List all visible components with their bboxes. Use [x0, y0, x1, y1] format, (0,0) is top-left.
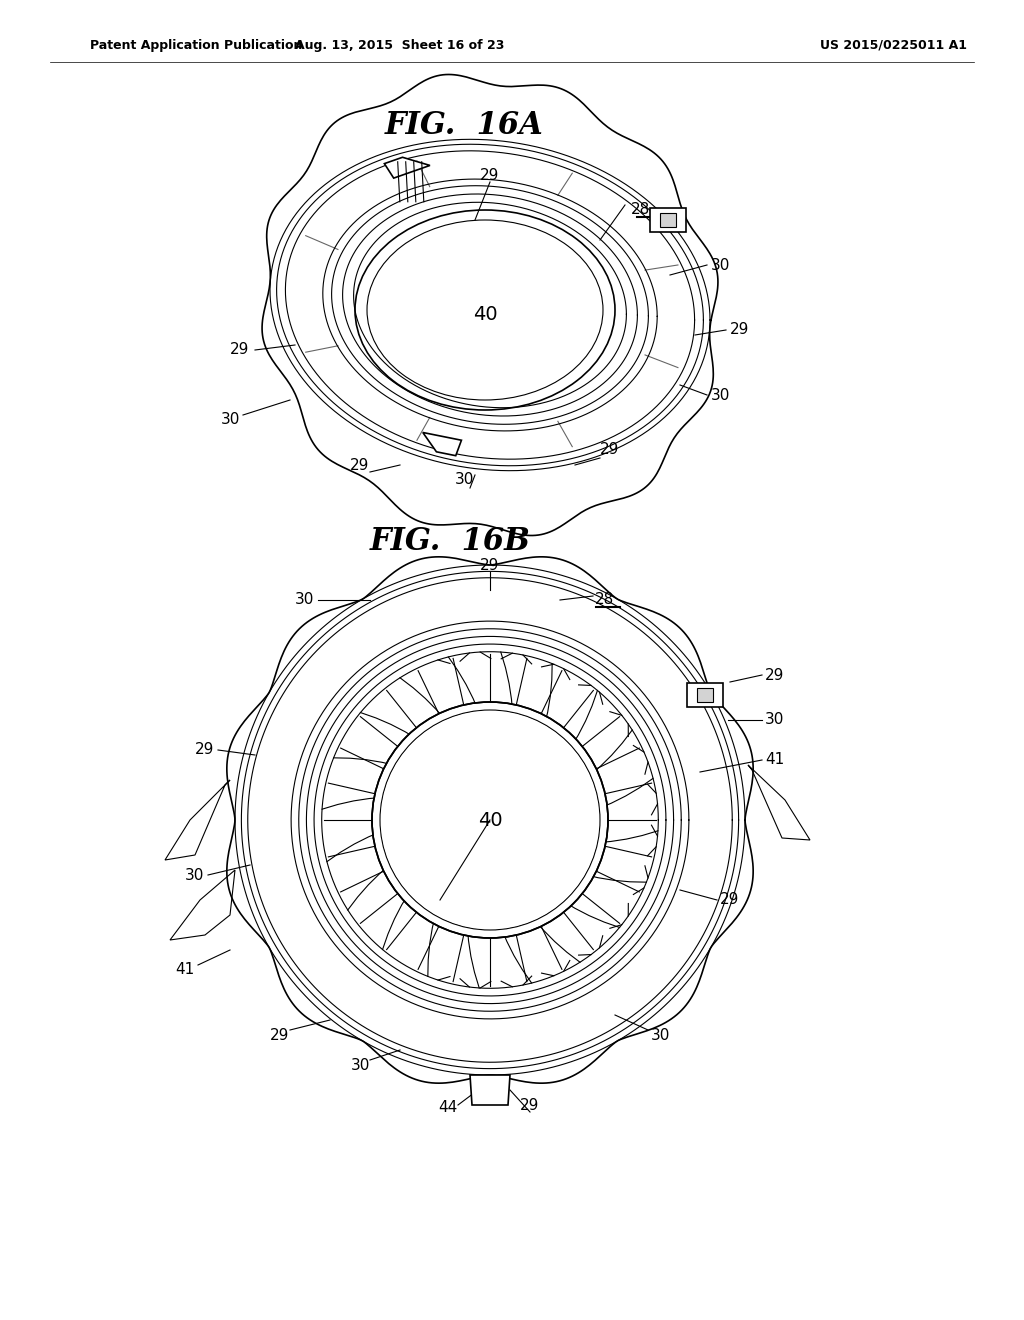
Polygon shape [423, 433, 462, 455]
Text: 29: 29 [520, 1097, 540, 1113]
Text: 30: 30 [765, 713, 784, 727]
Text: 40: 40 [473, 305, 498, 325]
Text: 29: 29 [196, 742, 215, 758]
Text: 30: 30 [456, 473, 475, 487]
Text: 30: 30 [295, 593, 314, 607]
Text: 40: 40 [477, 810, 503, 829]
Text: 41: 41 [765, 752, 784, 767]
Polygon shape [660, 213, 676, 227]
Text: 30: 30 [711, 257, 730, 272]
Text: 30: 30 [711, 388, 730, 403]
Text: 28: 28 [595, 593, 614, 607]
Text: Aug. 13, 2015  Sheet 16 of 23: Aug. 13, 2015 Sheet 16 of 23 [295, 38, 505, 51]
Text: 29: 29 [350, 458, 370, 473]
Ellipse shape [381, 711, 599, 929]
Ellipse shape [368, 220, 602, 399]
Polygon shape [697, 688, 713, 702]
Polygon shape [384, 157, 430, 178]
Polygon shape [748, 766, 810, 840]
Text: US 2015/0225011 A1: US 2015/0225011 A1 [820, 38, 967, 51]
Text: Patent Application Publication: Patent Application Publication [90, 38, 302, 51]
Text: 29: 29 [480, 168, 500, 182]
Polygon shape [470, 1074, 510, 1105]
Text: 29: 29 [720, 892, 739, 908]
Text: 30: 30 [350, 1057, 370, 1072]
Text: 44: 44 [438, 1100, 458, 1114]
Text: 30: 30 [220, 412, 240, 428]
Polygon shape [650, 209, 686, 232]
Polygon shape [687, 682, 723, 708]
Polygon shape [165, 780, 230, 861]
Text: 29: 29 [230, 342, 250, 358]
Text: 29: 29 [765, 668, 784, 682]
Text: 30: 30 [185, 867, 205, 883]
Text: 41: 41 [175, 962, 195, 978]
Text: FIG.  16A: FIG. 16A [385, 110, 544, 140]
Text: 29: 29 [600, 442, 620, 458]
Text: 29: 29 [730, 322, 750, 338]
Text: 29: 29 [270, 1027, 290, 1043]
Text: 28: 28 [631, 202, 649, 218]
Text: 30: 30 [650, 1027, 670, 1043]
Text: 29: 29 [480, 557, 500, 573]
Polygon shape [170, 870, 234, 940]
Text: FIG.  16B: FIG. 16B [370, 527, 530, 557]
Ellipse shape [372, 702, 608, 939]
